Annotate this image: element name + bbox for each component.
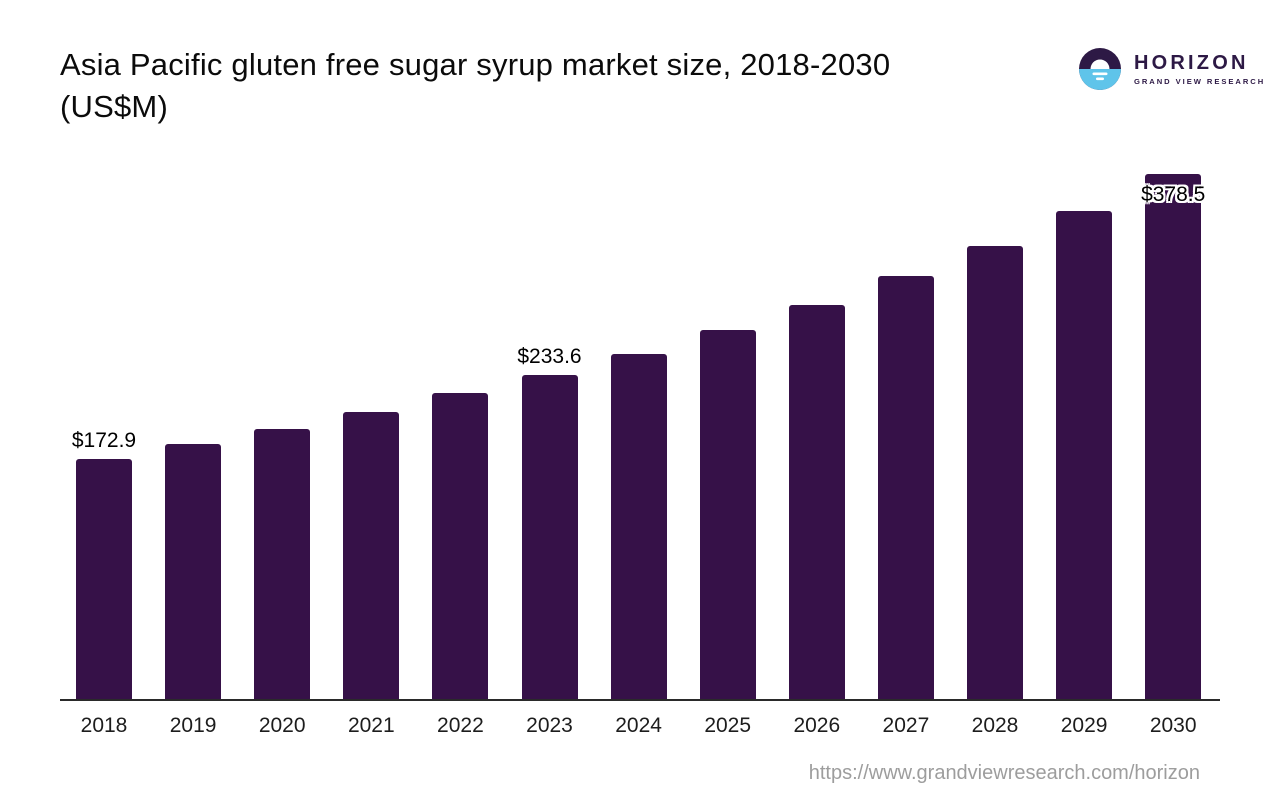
x-tick-2020: 2020 — [258, 714, 306, 737]
chart-title-line2: (US$M) — [60, 89, 168, 124]
x-tick-2030: 2030 — [1149, 714, 1197, 737]
x-axis-line — [60, 699, 1220, 701]
bar-2026 — [788, 304, 845, 699]
bar-2024 — [610, 353, 667, 699]
bar-2022 — [432, 393, 489, 699]
x-axis-ticks: 2018 2019 2020 2021 2022 2023 2024 2025 2026 2027… — [60, 714, 1220, 744]
value-label-2018: $172.9 — [71, 429, 137, 453]
horizon-logo-subtitle: GRAND VIEW RESEARCH — [1134, 77, 1266, 86]
bar-2027 — [877, 275, 934, 699]
bar-2021 — [343, 411, 400, 699]
x-tick-2018: 2018 — [80, 714, 128, 737]
bar-2029 — [1056, 211, 1113, 699]
bar-2018 — [76, 459, 132, 699]
chart-title-line1: Asia Pacific gluten free sugar syrup mar… — [60, 47, 891, 82]
bar-2025 — [699, 329, 756, 699]
value-label-2023: $233.6 — [517, 345, 582, 368]
x-tick-2027: 2027 — [882, 714, 930, 737]
x-tick-2019: 2019 — [169, 714, 217, 737]
bar-2023 — [521, 375, 578, 699]
x-tick-2025: 2025 — [704, 714, 752, 737]
x-tick-2023: 2023 — [526, 714, 573, 737]
bar-2030 — [1145, 174, 1202, 699]
plot-area: $172.9 $233.6 $378.5 — [60, 159, 1220, 699]
x-tick-2022: 2022 — [437, 714, 484, 737]
horizon-logo-name: HORIZON — [1134, 52, 1249, 74]
value-label-2030: $378.5 — [1141, 183, 1206, 206]
bar-2020 — [254, 429, 311, 699]
horizon-sun-over-water-icon — [1079, 48, 1121, 90]
chart-title: Asia Pacific gluten free sugar syrup mar… — [60, 44, 890, 128]
bar-2028 — [967, 245, 1023, 699]
x-tick-2029: 2029 — [1060, 714, 1108, 737]
horizon-logo: HORIZON GRAND VIEW RESEARCH — [1078, 47, 1265, 91]
source-url[interactable]: https://www.grandviewresearch.com/horizo… — [808, 762, 1200, 784]
bar-2019 — [165, 443, 222, 699]
x-tick-2021: 2021 — [347, 714, 395, 737]
x-tick-2024: 2024 — [615, 714, 662, 737]
x-tick-2026: 2026 — [793, 714, 841, 737]
horizon-logo-text: HORIZON GRAND VIEW RESEARCH — [1134, 52, 1265, 86]
x-tick-2028: 2028 — [971, 714, 1019, 737]
